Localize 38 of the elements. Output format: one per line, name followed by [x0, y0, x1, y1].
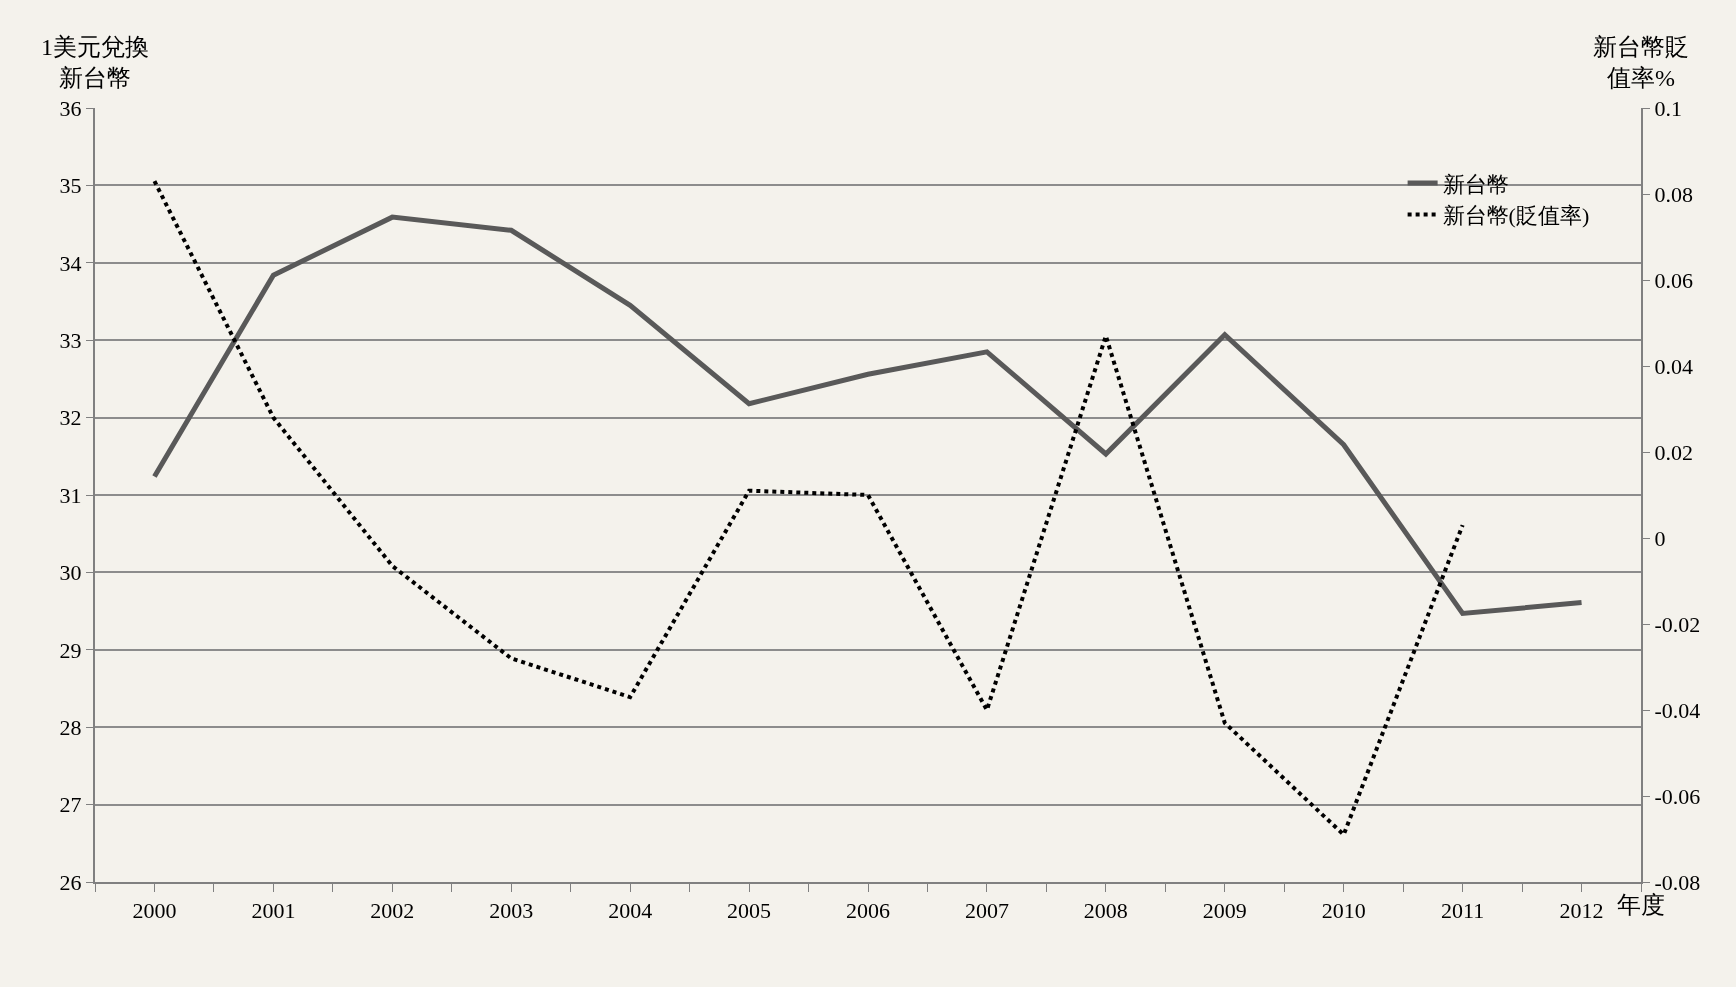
y-tick-label: 28: [59, 714, 82, 740]
y2-axis-title: 新台幣貶值率%: [1593, 34, 1689, 92]
x-axis-title: 年度: [1617, 892, 1665, 918]
y-tick-label: 32: [59, 405, 82, 431]
y-tick-label: 30: [59, 560, 82, 586]
y-tick-label: 31: [59, 482, 82, 508]
y-tick-label: 35: [59, 173, 82, 199]
x-tick-label: 2004: [608, 898, 653, 924]
x-tick-label: 2009: [1202, 898, 1247, 924]
x-tick-label: 2006: [846, 898, 890, 924]
y2-tick-label: 0.06: [1654, 267, 1693, 293]
y-tick-label: 27: [59, 792, 82, 818]
x-tick-label: 2002: [370, 898, 415, 924]
y2-tick-label: -0.04: [1654, 697, 1701, 723]
legend-label: 新台幣: [1442, 171, 1509, 197]
y2-tick-label: 0.04: [1654, 353, 1693, 379]
x-tick-label: 2010: [1321, 898, 1366, 924]
x-tick-label: 2001: [251, 898, 296, 924]
x-tick-label: 2008: [1083, 898, 1128, 924]
y-tick-label: 26: [59, 869, 82, 895]
y2-tick-label: 0.02: [1654, 439, 1693, 465]
y-tick-label: 29: [59, 637, 82, 663]
y-tick-label: 33: [59, 327, 82, 353]
y2-tick-label: -0.06: [1654, 783, 1701, 809]
x-tick-label: 2000: [132, 898, 177, 924]
x-tick-label: 2011: [1441, 898, 1485, 924]
y-tick-label: 36: [59, 95, 82, 121]
y2-tick-label: 0.1: [1654, 95, 1682, 121]
y2-tick-label: 0: [1654, 525, 1666, 551]
legend-label: 新台幣(貶值率): [1442, 203, 1590, 229]
x-tick-label: 2012: [1559, 898, 1604, 924]
y-axis-title: 1美元兌換新台幣: [41, 34, 149, 92]
y2-tick-label: -0.02: [1654, 611, 1701, 637]
y-tick-label: 34: [59, 250, 82, 276]
x-tick-label: 2005: [727, 898, 772, 924]
y2-tick-label: 0.08: [1654, 181, 1693, 207]
x-tick-label: 2003: [489, 898, 534, 924]
x-tick-label: 2007: [964, 898, 1009, 924]
